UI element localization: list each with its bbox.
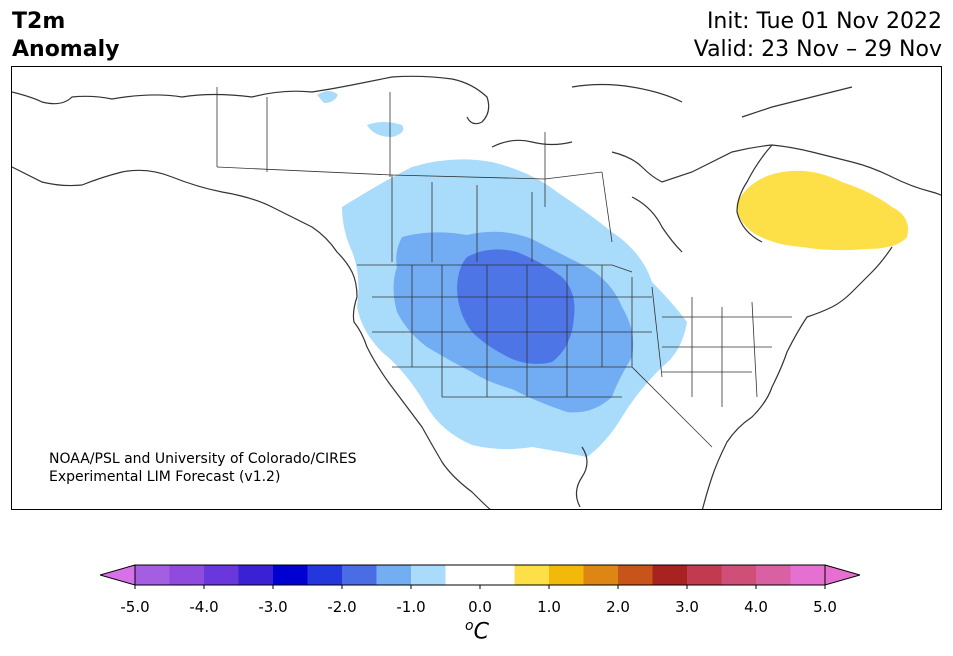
northern-canada-cold-patch <box>367 122 404 137</box>
valid-date-label: Valid: 23 Nov – 29 Nov <box>693 37 942 62</box>
colorbar-bin <box>204 565 239 585</box>
colorbar: -5.0 -4.0 -3.0 -2.0 -1.0 0.0 1.0 2.0 3.0 4.0 5.0 o… <box>98 560 862 650</box>
map-title-line1: T2m <box>12 9 66 34</box>
colorbar-bin <box>411 565 446 585</box>
map-title-line2: Anomaly <box>12 37 120 62</box>
colorbar-tick-label: 5.0 <box>813 598 837 616</box>
unit-base: C <box>473 619 489 645</box>
colorbar-tick-label: -3.0 <box>258 598 288 616</box>
colorbar-bin <box>756 565 791 585</box>
colorbar-bin <box>445 565 481 585</box>
colorbar-bin <box>273 565 308 585</box>
colorbar-tick-label: -2.0 <box>327 598 357 616</box>
credit-line2: Experimental LIM Forecast (v1.2) <box>49 469 281 485</box>
northern-plains-cold-core <box>457 249 575 364</box>
colorbar-bin <box>169 565 205 585</box>
anomaly-map-svg <box>12 72 941 509</box>
anomaly-map <box>11 66 942 510</box>
colorbar-bin <box>514 565 550 585</box>
colorbar-tick-label: 1.0 <box>537 598 561 616</box>
coastlines <box>12 75 941 509</box>
quebec-warm-anomaly <box>736 170 908 251</box>
colorbar-bin <box>480 565 515 585</box>
colorbar-bin <box>376 565 412 585</box>
colorbar-extend-low <box>98 564 136 586</box>
colorbar-tick-label: 3.0 <box>675 598 699 616</box>
colorbar-tick-label: -5.0 <box>120 598 150 616</box>
colorbar-extend-high <box>824 564 862 586</box>
colorbar-tick-label: 4.0 <box>744 598 768 616</box>
colorbar-bin <box>652 565 688 585</box>
colorbar-bin <box>583 565 619 585</box>
colorbar-svg <box>98 564 862 589</box>
colorbar-bin <box>342 565 377 585</box>
init-date-label: Init: Tue 01 Nov 2022 <box>706 9 942 34</box>
unit-degree-sup: o <box>465 618 474 634</box>
colorbar-bin <box>618 565 653 585</box>
colorbar-bin <box>721 565 757 585</box>
colorbar-tick-label: 2.0 <box>606 598 630 616</box>
colorbar-tick-label: -1.0 <box>396 598 426 616</box>
colorbar-tick-label: 0.0 <box>468 598 492 616</box>
colorbar-bin <box>135 565 170 585</box>
colorbar-tick-label: -4.0 <box>189 598 219 616</box>
credit-line1: NOAA/PSL and University of Colorado/CIRE… <box>49 451 357 467</box>
colorbar-bin <box>238 565 274 585</box>
colorbar-bin <box>687 565 722 585</box>
colorbar-unit-label: oC <box>465 618 489 644</box>
colorbar-bin <box>549 565 584 585</box>
state-province-boundaries <box>216 87 792 448</box>
map-credit: NOAA/PSL and University of Colorado/CIRE… <box>49 450 357 486</box>
forecast-dates: Init: Tue 01 Nov 2022 Valid: 23 Nov – 29… <box>694 8 942 64</box>
colorbar-bin <box>790 565 826 585</box>
colorbar-bin <box>307 565 343 585</box>
map-title: T2m Anomaly <box>12 8 119 64</box>
alaska-cold-patch <box>317 91 338 103</box>
